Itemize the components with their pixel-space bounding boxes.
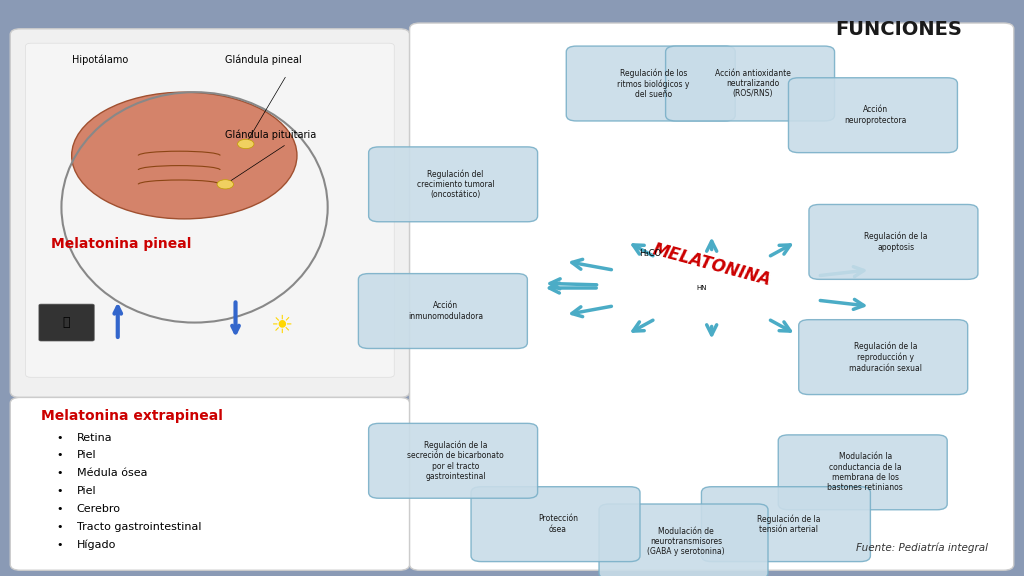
Text: Regulación de la
reproducción y
maduración sexual: Regulación de la reproducción y maduraci… bbox=[849, 342, 923, 373]
FancyBboxPatch shape bbox=[10, 397, 410, 570]
Text: Retina: Retina bbox=[77, 433, 113, 442]
Text: •: • bbox=[56, 504, 62, 514]
Text: Acción antioxidante
neutralizando
(ROS/RNS): Acción antioxidante neutralizando (ROS/R… bbox=[715, 69, 791, 98]
FancyBboxPatch shape bbox=[778, 435, 947, 510]
FancyBboxPatch shape bbox=[10, 29, 410, 397]
FancyBboxPatch shape bbox=[799, 320, 968, 395]
Ellipse shape bbox=[72, 92, 297, 219]
FancyBboxPatch shape bbox=[369, 423, 538, 498]
FancyBboxPatch shape bbox=[809, 204, 978, 279]
Text: Melatonina pineal: Melatonina pineal bbox=[51, 237, 191, 251]
Text: HN: HN bbox=[696, 285, 707, 291]
FancyBboxPatch shape bbox=[26, 43, 394, 377]
Text: •: • bbox=[56, 468, 62, 478]
Text: Regulación del
crecimiento tumoral
(oncostático): Regulación del crecimiento tumoral (onco… bbox=[417, 169, 495, 199]
FancyBboxPatch shape bbox=[369, 147, 538, 222]
FancyBboxPatch shape bbox=[410, 23, 1014, 570]
Text: 🌙: 🌙 bbox=[62, 316, 71, 329]
FancyBboxPatch shape bbox=[599, 504, 768, 576]
Text: Piel: Piel bbox=[77, 486, 96, 496]
FancyBboxPatch shape bbox=[471, 487, 640, 562]
Text: Hipotálamo: Hipotálamo bbox=[72, 55, 128, 65]
Text: •: • bbox=[56, 433, 62, 442]
Text: H₃CO: H₃CO bbox=[639, 249, 662, 258]
FancyBboxPatch shape bbox=[788, 78, 957, 153]
FancyBboxPatch shape bbox=[701, 487, 870, 562]
Text: Regulación de la
secreción de bicarbonato
por el tracto
gastrointestinal: Regulación de la secreción de bicarbonat… bbox=[408, 441, 504, 481]
FancyBboxPatch shape bbox=[39, 304, 94, 341]
Text: Cerebro: Cerebro bbox=[77, 504, 121, 514]
Text: Acción
neuroprotectora: Acción neuroprotectora bbox=[845, 105, 906, 125]
Text: •: • bbox=[56, 540, 62, 550]
Text: Modulación de
neurotransmisores
(GABA y serotonina): Modulación de neurotransmisores (GABA y … bbox=[647, 526, 725, 556]
Text: •: • bbox=[56, 450, 62, 460]
Circle shape bbox=[217, 180, 233, 189]
Text: Protección
ósea: Protección ósea bbox=[538, 514, 579, 534]
Text: Regulación de los
ritmos biológicos y
del sueño: Regulación de los ritmos biológicos y de… bbox=[617, 68, 689, 99]
FancyBboxPatch shape bbox=[566, 46, 735, 121]
Text: Fuente: Pediatría integral: Fuente: Pediatría integral bbox=[856, 543, 988, 553]
Text: Regulación de la
tensión arterial: Regulación de la tensión arterial bbox=[757, 514, 820, 534]
Text: Tracto gastrointestinal: Tracto gastrointestinal bbox=[77, 522, 202, 532]
Text: •: • bbox=[56, 486, 62, 496]
Text: FUNCIONES: FUNCIONES bbox=[836, 20, 963, 39]
Text: ☀: ☀ bbox=[270, 313, 293, 338]
Text: Acción
inmunomoduladora: Acción inmunomoduladora bbox=[408, 301, 483, 321]
Text: Glándula pituitaria: Glándula pituitaria bbox=[225, 130, 316, 140]
FancyBboxPatch shape bbox=[666, 46, 835, 121]
FancyBboxPatch shape bbox=[358, 274, 527, 348]
Text: Modulación la
conductancia de la
membrana de los
bastones retinianos: Modulación la conductancia de la membran… bbox=[827, 452, 903, 492]
Text: Piel: Piel bbox=[77, 450, 96, 460]
Text: Hígado: Hígado bbox=[77, 539, 116, 550]
Text: Glándula pineal: Glándula pineal bbox=[225, 55, 302, 65]
Text: MELATONINA: MELATONINA bbox=[650, 240, 773, 290]
Text: •: • bbox=[56, 522, 62, 532]
Circle shape bbox=[238, 139, 254, 149]
Text: Médula ósea: Médula ósea bbox=[77, 468, 147, 478]
Text: Regulación de la
apoptosis: Regulación de la apoptosis bbox=[864, 232, 928, 252]
Text: Melatonina extrapineal: Melatonina extrapineal bbox=[41, 410, 223, 423]
